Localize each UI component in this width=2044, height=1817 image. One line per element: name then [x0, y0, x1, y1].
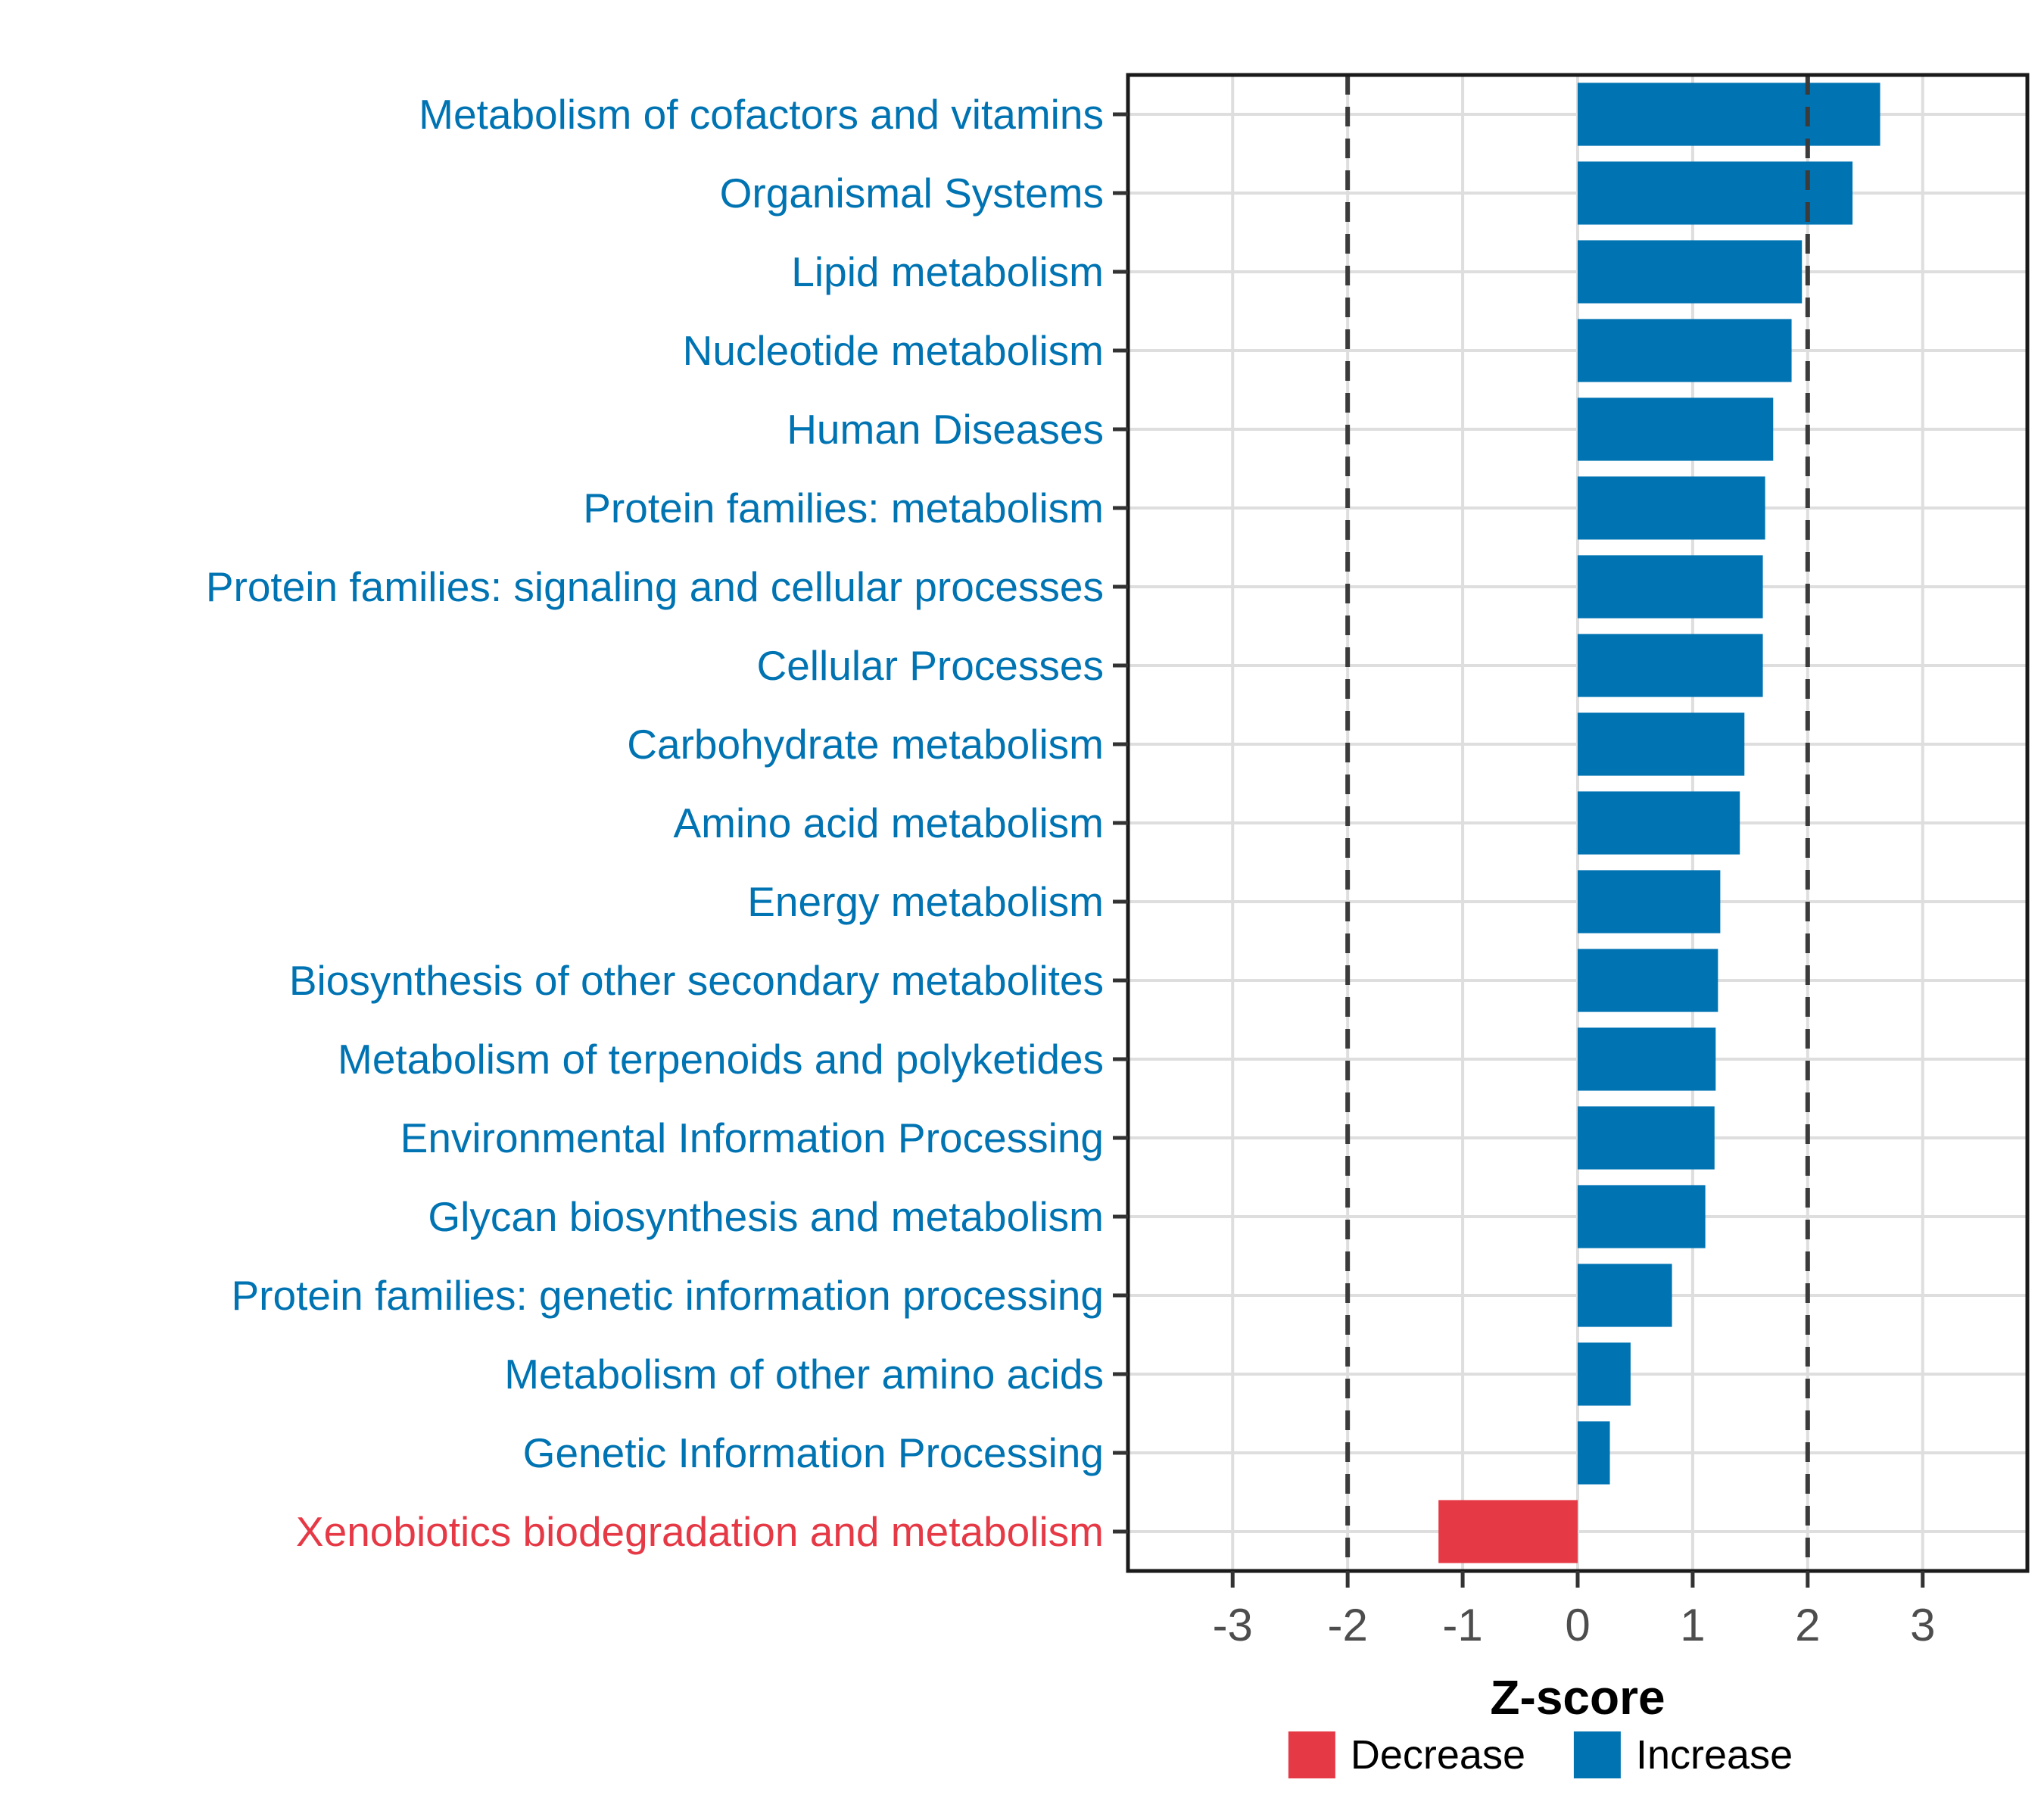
- category-label: Glycan biosynthesis and metabolism: [428, 1193, 1104, 1240]
- bar: [1578, 555, 1763, 619]
- x-tick-label: -2: [1327, 1600, 1367, 1650]
- legend-label-decrease: Decrease: [1350, 1732, 1525, 1778]
- category-label: Protein families: signaling and cellular…: [206, 563, 1104, 610]
- x-tick-label: -1: [1442, 1600, 1482, 1650]
- category-label: Lipid metabolism: [791, 248, 1104, 295]
- x-tick-label: 3: [1910, 1600, 1935, 1650]
- x-tick-label: 2: [1795, 1600, 1820, 1650]
- bar: [1578, 476, 1765, 540]
- category-label: Metabolism of other amino acids: [504, 1351, 1104, 1398]
- category-label: Human Diseases: [787, 406, 1104, 453]
- legend: Decrease Increase: [1288, 1731, 1793, 1778]
- category-label: Xenobiotics biodegradation and metabolis…: [296, 1508, 1104, 1555]
- bar: [1578, 712, 1745, 776]
- category-label: Genetic Information Processing: [523, 1429, 1104, 1476]
- legend-label-increase: Increase: [1635, 1732, 1793, 1778]
- bar: [1578, 634, 1763, 697]
- category-label: Protein families: metabolism: [583, 485, 1104, 531]
- bar: [1578, 83, 1880, 146]
- x-axis-title: Z-score: [1490, 1670, 1665, 1725]
- category-label: Protein families: genetic information pr…: [231, 1272, 1104, 1319]
- bar: [1578, 870, 1721, 933]
- category-label: Metabolism of cofactors and vitamins: [419, 91, 1104, 138]
- legend-item-decrease: Decrease: [1288, 1731, 1525, 1778]
- bar: [1578, 1185, 1706, 1248]
- x-tick-label: 0: [1565, 1600, 1590, 1650]
- x-tick-label: 1: [1680, 1600, 1705, 1650]
- bar: [1578, 397, 1774, 461]
- legend-item-increase: Increase: [1573, 1731, 1793, 1778]
- legend-swatch-increase: [1573, 1731, 1621, 1778]
- bar: [1578, 161, 1853, 225]
- x-tick-label: -3: [1213, 1600, 1253, 1650]
- bar: [1578, 319, 1792, 382]
- bar: [1578, 240, 1803, 304]
- bar: [1578, 1027, 1716, 1091]
- bar: [1438, 1500, 1578, 1563]
- legend-swatch-decrease: [1288, 1731, 1335, 1778]
- category-label: Amino acid metabolism: [673, 799, 1104, 846]
- category-label: Nucleotide metabolism: [683, 327, 1104, 374]
- bar: [1578, 1264, 1672, 1327]
- bar: [1578, 949, 1718, 1012]
- category-label: Cellular Processes: [756, 642, 1104, 689]
- category-label: Metabolism of terpenoids and polyketides: [338, 1036, 1104, 1083]
- category-label: Biosynthesis of other secondary metaboli…: [289, 957, 1104, 1004]
- category-label: Environmental Information Processing: [400, 1114, 1104, 1161]
- bar: [1578, 791, 1740, 855]
- category-label: Carbohydrate metabolism: [627, 721, 1104, 768]
- category-label: Energy metabolism: [747, 878, 1104, 925]
- bar: [1578, 1106, 1715, 1170]
- category-label: Organismal Systems: [720, 170, 1104, 217]
- bar: [1578, 1421, 1610, 1485]
- bar: [1578, 1342, 1631, 1406]
